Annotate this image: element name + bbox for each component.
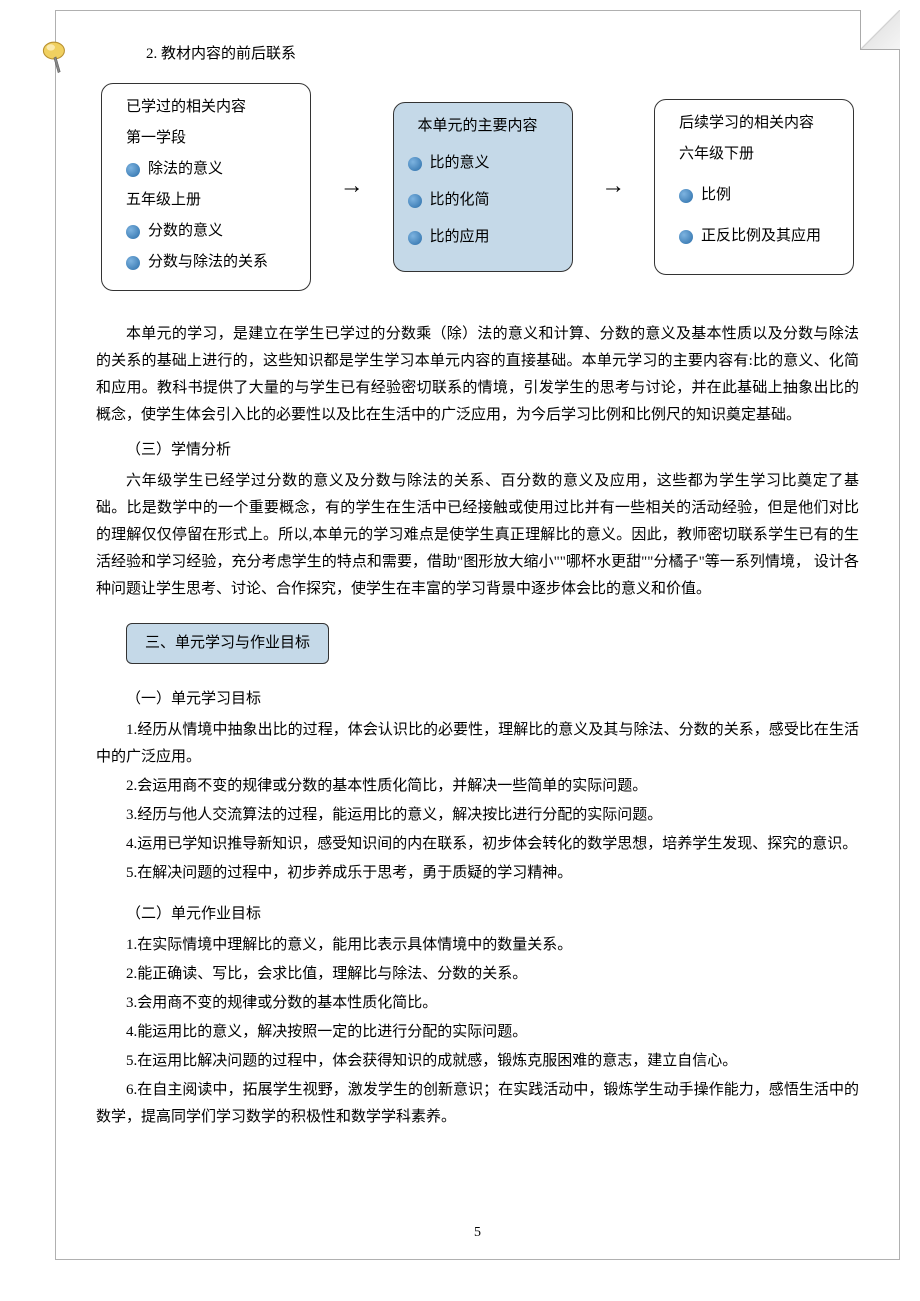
subsection-title: （三）学情分析 (96, 437, 859, 464)
study-goal-item: 3.经历与他人交流算法的过程，能运用比的意义，解决按比进行分配的实际问题。 (96, 802, 859, 829)
section-heading: 2. 教材内容的前后联系 (96, 41, 859, 68)
bullet-item: 分数的意义 (116, 218, 296, 245)
box-title: 已学过的相关内容 (116, 94, 296, 121)
section-heading-box: 三、单元学习与作业目标 (126, 623, 329, 664)
subsection-title: （二）单元作业目标 (96, 901, 859, 928)
bullet-text: 正反比例及其应用 (701, 223, 821, 250)
bullet-text: 分数的意义 (148, 218, 223, 245)
pushpin-icon (35, 38, 77, 90)
homework-goal-item: 3.会用商不变的规律或分数的基本性质化简比。 (96, 990, 859, 1017)
bullet-text: 比的化简 (430, 187, 490, 214)
bullet-item: 分数与除法的关系 (116, 249, 296, 276)
diagram-box-left: 已学过的相关内容 第一学段 除法的意义 五年级上册 分数的意义 分数与除法的关系 (101, 83, 311, 291)
box-subtitle: 第一学段 (116, 125, 296, 152)
analysis-paragraph: 六年级学生已经学过分数的意义及分数与除法的关系、百分数的意义及应用，这些都为学生… (96, 468, 859, 603)
document-page: 2. 教材内容的前后联系 已学过的相关内容 第一学段 除法的意义 五年级上册 分… (55, 10, 900, 1260)
box-title: 本单元的主要内容 (408, 113, 558, 140)
bullet-item: 比的化简 (408, 187, 558, 214)
bullet-text: 比的应用 (430, 224, 490, 251)
bullet-dot-icon (126, 225, 140, 239)
bullet-item: 比的应用 (408, 224, 558, 251)
study-goal-item: 5.在解决问题的过程中，初步养成乐于思考，勇于质疑的学习精神。 (96, 860, 859, 887)
bullet-item: 除法的意义 (116, 156, 296, 183)
box-subtitle: 五年级上册 (116, 187, 296, 214)
bullet-item: 比的意义 (408, 150, 558, 177)
bullet-dot-icon (408, 157, 422, 171)
homework-goal-item: 1.在实际情境中理解比的意义，能用比表示具体情境中的数量关系。 (96, 932, 859, 959)
bullet-item: 正反比例及其应用 (669, 223, 839, 250)
diagram-box-center: 本单元的主要内容 比的意义 比的化简 比的应用 (393, 102, 573, 272)
bullet-text: 比的意义 (430, 150, 490, 177)
study-goal-item: 1.经历从情境中抽象出比的过程，体会认识比的必要性，理解比的意义及其与除法、分数… (96, 717, 859, 771)
homework-goal-item: 6.在自主阅读中，拓展学生视野，激发学生的创新意识；在实践活动中，锻炼学生动手操… (96, 1077, 859, 1131)
bullet-dot-icon (126, 163, 140, 177)
bullet-dot-icon (679, 230, 693, 244)
arrow-right-icon: → (593, 165, 633, 208)
box-subtitle: 六年级下册 (669, 141, 839, 168)
main-paragraph: 本单元的学习，是建立在学生已学过的分数乘（除）法的意义和计算、分数的意义及基本性… (96, 321, 859, 429)
study-goal-item: 2.会运用商不变的规律或分数的基本性质化简比，并解决一些简单的实际问题。 (96, 773, 859, 800)
homework-goal-item: 2.能正确读、写比，会求比值，理解比与除法、分数的关系。 (96, 961, 859, 988)
bullet-dot-icon (679, 189, 693, 203)
subsection-title: （一）单元学习目标 (96, 686, 859, 713)
bullet-dot-icon (408, 194, 422, 208)
box-title: 后续学习的相关内容 (669, 110, 839, 137)
study-goal-item: 4.运用已学知识推导新知识，感受知识间的内在联系，初步体会转化的数学思想，培养学… (96, 831, 859, 858)
bullet-dot-icon (408, 231, 422, 245)
page-number: 5 (474, 1220, 481, 1245)
homework-goal-item: 4.能运用比的意义，解决按照一定的比进行分配的实际问题。 (96, 1019, 859, 1046)
homework-goal-item: 5.在运用比解决问题的过程中，体会获得知识的成就感，锻炼克服困难的意志，建立自信… (96, 1048, 859, 1075)
concept-diagram: 已学过的相关内容 第一学段 除法的意义 五年级上册 分数的意义 分数与除法的关系… (96, 83, 859, 291)
bullet-text: 分数与除法的关系 (148, 249, 268, 276)
arrow-right-icon: → (332, 165, 372, 208)
bullet-text: 比例 (701, 182, 731, 209)
diagram-box-right: 后续学习的相关内容 六年级下册 比例 正反比例及其应用 (654, 99, 854, 275)
bullet-dot-icon (126, 256, 140, 270)
page-fold-corner (860, 10, 900, 50)
bullet-text: 除法的意义 (148, 156, 223, 183)
bullet-item: 比例 (669, 182, 839, 209)
